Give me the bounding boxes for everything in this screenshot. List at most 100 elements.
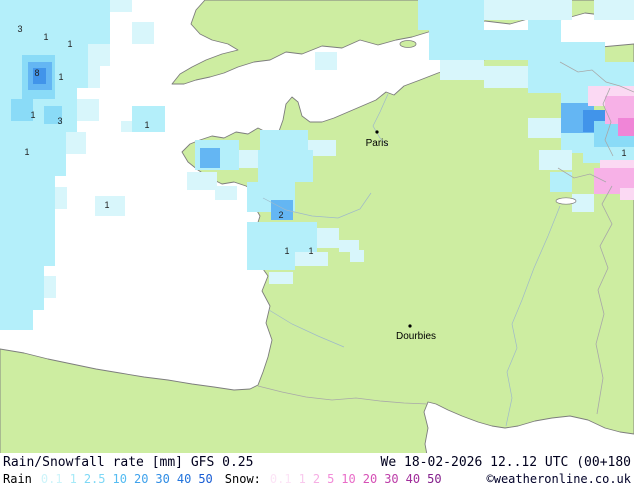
value-markers: 3 1 1 8 1 1 3 1 1 1 2 1 1 1 bbox=[17, 24, 626, 256]
map-title: Rain/Snowfall rate [mm] GFS 0.25 bbox=[3, 455, 254, 470]
precip-cell-r1 bbox=[429, 30, 484, 60]
precip-cell-r1 bbox=[260, 130, 308, 150]
legend-row: Rain 0.1 1 2.5 10 20 30 40 50 Snow: 0.1 1 2 5 10 20 3… bbox=[3, 471, 631, 487]
precip-cell-r0 bbox=[317, 228, 339, 248]
map-svg: 3 1 1 8 1 1 3 1 1 1 2 1 1 1 Paris Dourbies bbox=[0, 0, 634, 455]
snow-scale-value: 1 bbox=[298, 472, 306, 486]
precip-value-label: 1 bbox=[144, 120, 149, 130]
border-france-belgium bbox=[559, 61, 634, 93]
rain-scale: 0.1 1 2.5 10 20 30 40 50 bbox=[41, 471, 213, 487]
copyright-notice: ©weatheronline.co.uk bbox=[486, 472, 632, 486]
city-dot-dourbies bbox=[408, 324, 412, 328]
precip-cell-r1 bbox=[0, 310, 33, 330]
precip-cell-r0 bbox=[121, 121, 132, 132]
snow-scale-value: 50 bbox=[427, 472, 442, 486]
precip-cell-r0 bbox=[88, 44, 110, 66]
snow-scale: 0.1 1 2 5 10 20 30 40 50 bbox=[270, 471, 442, 487]
precip-cell-r1 bbox=[0, 0, 110, 44]
precip-cell-r0 bbox=[88, 66, 100, 88]
precip-value-label: 1 bbox=[104, 200, 109, 210]
precip-value-label: 1 bbox=[67, 39, 72, 49]
country-borders bbox=[257, 61, 634, 415]
rain-scale-value: 20 bbox=[133, 472, 149, 486]
precip-cell-r0 bbox=[215, 186, 237, 200]
precip-cell-r0 bbox=[95, 196, 125, 216]
precip-cell-r0 bbox=[339, 240, 359, 252]
rain-scale-value: 0.1 bbox=[40, 472, 63, 486]
city-markers: Paris Dourbies bbox=[366, 130, 436, 342]
precip-cell-r2 bbox=[44, 106, 62, 124]
weather-map[interactable]: 3 1 1 8 1 1 3 1 1 1 2 1 1 1 Paris Dourbies bbox=[0, 0, 634, 455]
precip-cell-r1 bbox=[418, 0, 484, 30]
precip-cell-r0 bbox=[66, 132, 86, 154]
isle-of-wight bbox=[399, 40, 417, 48]
precipitation-layer bbox=[0, 0, 634, 330]
rain-scale-value: 50 bbox=[198, 472, 213, 486]
precip-value-label: 1 bbox=[621, 148, 626, 158]
snow-scale-value: 20 bbox=[362, 472, 378, 486]
snow-scale-value: 10 bbox=[341, 472, 356, 486]
precip-cell-r0 bbox=[55, 187, 67, 209]
precip-value-label: 3 bbox=[17, 24, 22, 34]
border-france-germany bbox=[602, 87, 614, 157]
precip-cell-r1 bbox=[484, 30, 532, 60]
rain-scale-value: 2.5 bbox=[83, 472, 106, 486]
lake-geneva bbox=[555, 197, 577, 205]
precip-cell-r0 bbox=[308, 140, 336, 156]
footer-titles: Rain/Snowfall rate [mm] GFS 0.25 We 18-0… bbox=[3, 454, 631, 471]
precip-cell-r3 bbox=[200, 148, 220, 168]
precip-cell-s1 bbox=[620, 188, 634, 200]
river-garonne bbox=[268, 309, 345, 348]
precip-cell-r0 bbox=[132, 22, 154, 44]
precip-cell-r0 bbox=[269, 272, 293, 284]
border-france-italy bbox=[595, 185, 613, 415]
precip-value-label: 2 bbox=[278, 210, 283, 220]
map-footer: Rain/Snowfall rate [mm] GFS 0.25 We 18-0… bbox=[0, 453, 634, 490]
precip-cell-r1 bbox=[247, 252, 295, 270]
snow-scale-value: 5 bbox=[327, 472, 335, 486]
rain-scale-value: 30 bbox=[155, 472, 170, 486]
precip-cell-r1 bbox=[258, 150, 313, 182]
precip-cell-r0 bbox=[484, 66, 528, 88]
precip-value-label: 1 bbox=[308, 246, 313, 256]
precip-cell-r1 bbox=[550, 172, 572, 192]
snow-legend-label: Snow: bbox=[224, 472, 261, 486]
precip-cell-r4 bbox=[33, 68, 46, 84]
precip-cell-r0 bbox=[239, 150, 261, 168]
precip-cell-r1 bbox=[0, 220, 55, 266]
valid-time: We 18-02-2026 12..12 UTC (00+180 bbox=[380, 455, 631, 470]
snow-scale-value: 2 bbox=[312, 472, 321, 486]
precip-value-label: 1 bbox=[58, 72, 63, 82]
precip-cell-r0 bbox=[594, 0, 634, 20]
border-france-switzerland bbox=[557, 167, 607, 183]
precip-cell-r1 bbox=[132, 106, 165, 132]
precip-cell-r0 bbox=[350, 250, 364, 262]
rain-scale-value: 1 bbox=[69, 472, 77, 486]
precip-value-label: 1 bbox=[24, 147, 29, 157]
precip-cell-r0 bbox=[572, 194, 594, 212]
precip-cell-s3 bbox=[618, 118, 634, 136]
precip-cell-r1 bbox=[0, 176, 55, 220]
city-dot-paris bbox=[375, 130, 379, 134]
river-rhone bbox=[505, 205, 561, 427]
border-france-spain bbox=[257, 385, 429, 405]
river-loire bbox=[262, 192, 372, 219]
precip-cell-r0 bbox=[315, 52, 337, 70]
precip-cell-r0 bbox=[440, 60, 484, 80]
precip-value-label: 1 bbox=[43, 32, 48, 42]
precip-cell-r0 bbox=[295, 252, 328, 266]
precip-cell-r0 bbox=[44, 276, 56, 298]
precip-value-label: 1 bbox=[284, 246, 289, 256]
rain-scale-value: 10 bbox=[112, 472, 127, 486]
snow-scale-value: 40 bbox=[405, 472, 421, 486]
precip-cell-r1 bbox=[0, 132, 66, 176]
precip-cell-r0 bbox=[187, 172, 217, 190]
city-label-paris: Paris bbox=[366, 138, 389, 149]
rivers bbox=[262, 93, 561, 427]
city-label-dourbies: Dourbies bbox=[396, 331, 436, 342]
river-seine bbox=[372, 93, 389, 147]
precip-cell-r1 bbox=[0, 266, 44, 310]
precip-cell-r1 bbox=[528, 20, 561, 60]
precip-cell-r0 bbox=[528, 118, 561, 138]
precip-cell-r2 bbox=[11, 99, 33, 121]
